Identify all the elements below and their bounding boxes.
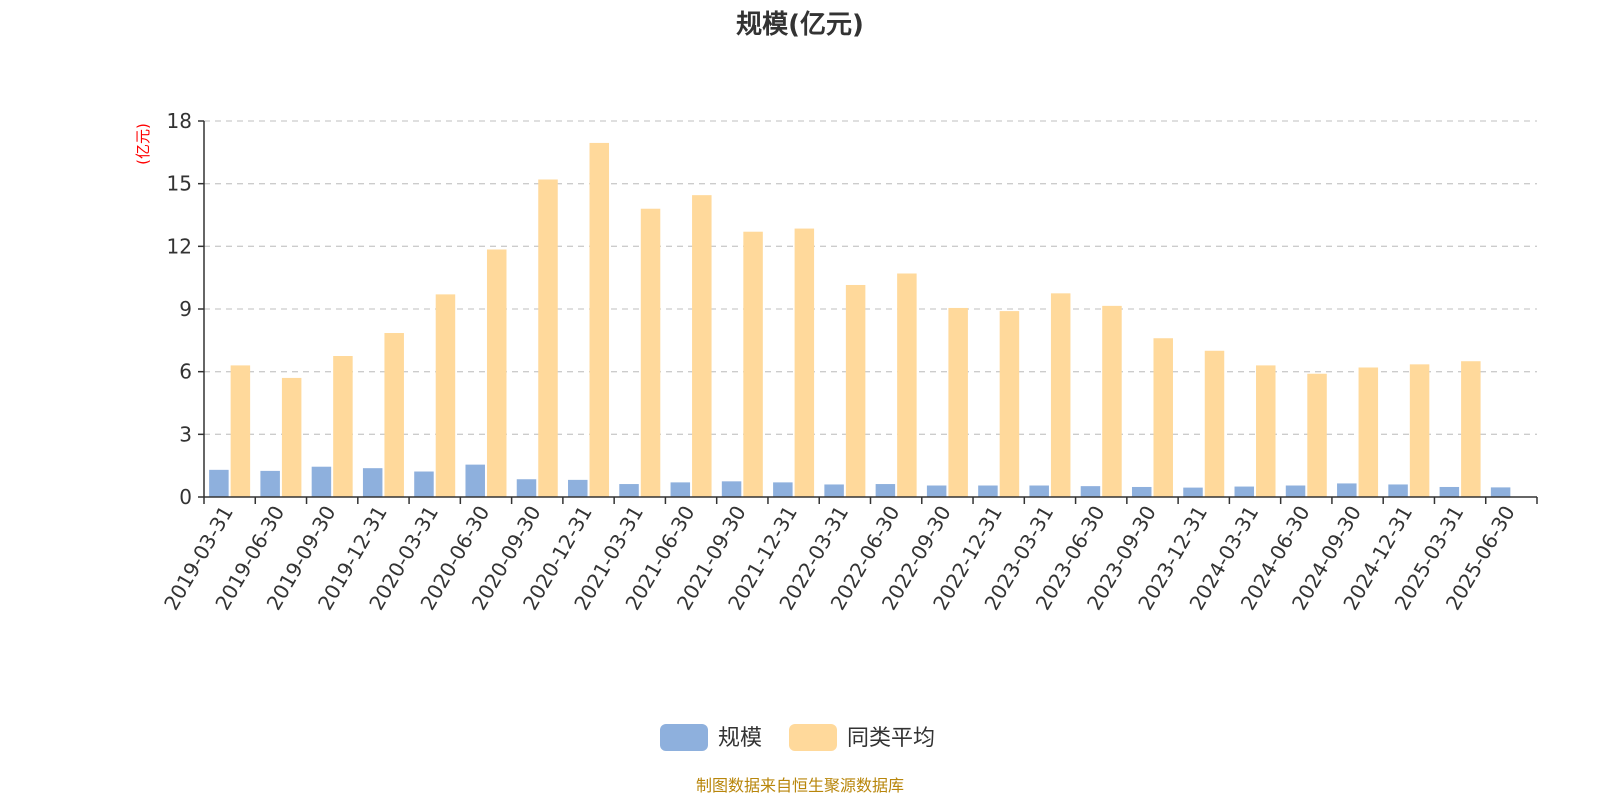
bar-peer-average xyxy=(1050,293,1071,497)
bar-scale xyxy=(1029,485,1049,497)
bar-scale xyxy=(1337,483,1357,497)
bar-scale xyxy=(1285,485,1306,497)
bar-scale xyxy=(875,484,896,497)
bar-scale xyxy=(516,479,537,497)
y-tick-label: 12 xyxy=(167,234,192,258)
legend-label-scale: 规模 xyxy=(718,726,762,751)
bar-peer-average xyxy=(486,249,507,497)
bar-peer-average xyxy=(640,208,661,497)
legend-swatch-peer-average xyxy=(789,724,837,751)
bar-peer-average xyxy=(897,273,917,497)
y-tick-label: 18 xyxy=(167,109,192,133)
bar-peer-average xyxy=(1461,361,1481,497)
bar-peer-average xyxy=(999,311,1020,497)
bar-scale xyxy=(568,479,588,497)
bars-group xyxy=(209,142,1511,498)
bar-peer-average xyxy=(538,179,558,497)
bar-peer-average xyxy=(333,356,353,497)
bar-scale xyxy=(619,484,639,497)
bar-peer-average xyxy=(589,142,610,497)
bar-scale xyxy=(721,481,742,497)
legend: 规模 同类平均 xyxy=(660,724,935,751)
bar-peer-average xyxy=(1307,373,1327,497)
bar-scale xyxy=(978,485,998,497)
chart-title: 规模(亿元) xyxy=(736,10,864,40)
bar-peer-average xyxy=(281,377,302,497)
bar-peer-average xyxy=(692,195,712,497)
bar-scale xyxy=(773,482,793,497)
y-tick-label: 3 xyxy=(179,422,192,446)
data-source-note: 制图数据来自恒生聚源数据库 xyxy=(696,776,904,795)
bar-peer-average xyxy=(1358,367,1379,497)
bar-scale xyxy=(1439,486,1460,497)
bar-scale xyxy=(362,468,383,497)
bar-peer-average xyxy=(948,307,968,497)
bar-scale xyxy=(414,471,434,497)
legend-swatch-scale xyxy=(660,724,708,751)
bar-scale xyxy=(260,470,280,497)
bar-peer-average xyxy=(435,294,456,497)
bar-scale xyxy=(465,464,485,497)
bar-peer-average xyxy=(1256,365,1276,497)
bar-scale xyxy=(1080,486,1101,497)
bar-scale xyxy=(670,482,691,497)
bar-scale xyxy=(824,484,844,497)
bar-scale xyxy=(209,469,229,497)
bar-peer-average xyxy=(1102,305,1122,497)
bar-scale xyxy=(1131,486,1152,497)
bar-peer-average xyxy=(1409,364,1430,497)
bar-peer-average xyxy=(743,231,763,497)
y-tick-label: 6 xyxy=(179,360,192,384)
bar-scale xyxy=(1234,486,1255,497)
bar-scale xyxy=(1388,484,1408,497)
bar-peer-average xyxy=(1153,338,1173,497)
bar-peer-average xyxy=(845,284,866,497)
bar-peer-average xyxy=(384,333,404,497)
bar-scale xyxy=(926,485,947,497)
bar-scale xyxy=(1490,487,1511,497)
y-tick-label: 9 xyxy=(179,297,192,321)
legend-label-peer-average: 同类平均 xyxy=(847,726,935,751)
bar-peer-average xyxy=(794,228,815,498)
bar-peer-average xyxy=(1204,350,1225,497)
y-axis-unit-label: (亿元) xyxy=(134,123,152,165)
bar-peer-average xyxy=(230,365,251,497)
y-tick-label: 0 xyxy=(179,485,192,509)
bar-scale xyxy=(311,466,332,497)
grid-lines xyxy=(204,120,1537,435)
bar-scale xyxy=(1183,487,1203,497)
y-tick-label: 15 xyxy=(167,172,192,196)
